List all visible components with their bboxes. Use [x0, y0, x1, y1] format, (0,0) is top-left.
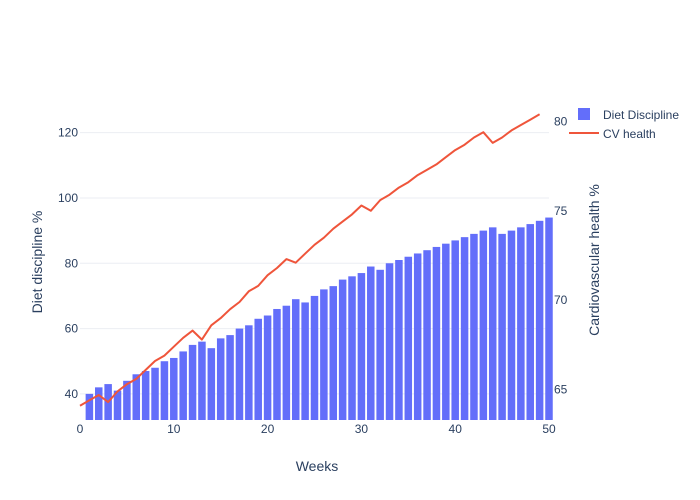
bar[interactable]	[263, 315, 272, 420]
bar[interactable]	[113, 390, 122, 420]
cv-health-line[interactable]	[79, 113, 541, 407]
bar[interactable]	[470, 233, 478, 420]
y-axis-title: Diet discipline %	[29, 211, 45, 314]
legend-item-cv-health[interactable]: CV health	[569, 127, 656, 141]
bar[interactable]	[545, 217, 553, 420]
bar[interactable]	[273, 308, 281, 420]
bar[interactable]	[404, 256, 413, 420]
x-tick-label: 50	[542, 422, 556, 436]
y-tick-label: 120	[58, 126, 78, 140]
bar[interactable]	[423, 250, 431, 420]
bar[interactable]	[123, 380, 131, 420]
x-tick-label: 20	[261, 422, 275, 436]
bar[interactable]	[348, 276, 356, 420]
bar[interactable]	[95, 387, 103, 420]
x-tick-label: 30	[355, 422, 369, 436]
bar[interactable]	[442, 243, 450, 420]
bar[interactable]	[479, 230, 488, 420]
bar[interactable]	[526, 224, 534, 420]
bar[interactable]	[338, 279, 347, 420]
bar[interactable]	[329, 286, 338, 420]
y-ticks: 40 60 80 100 120	[58, 126, 78, 401]
bar[interactable]	[488, 227, 497, 420]
x-axis-title: Weeks	[296, 458, 339, 474]
bar[interactable]	[291, 299, 300, 420]
bar[interactable]	[254, 318, 262, 420]
x-ticks: 0 10 20 30 40 50	[77, 422, 556, 436]
bar[interactable]	[282, 305, 291, 420]
bar[interactable]	[320, 289, 328, 420]
bar[interactable]	[151, 367, 159, 420]
bar[interactable]	[301, 302, 309, 420]
y-tick-label: 60	[65, 322, 79, 336]
y-tick-label: 40	[65, 387, 79, 401]
bar[interactable]	[141, 371, 150, 420]
y2-ticks: 65 70 75 80	[554, 114, 568, 396]
bar[interactable]	[198, 341, 206, 420]
bar[interactable]	[517, 227, 525, 420]
legend-label-cv-health: CV health	[603, 127, 656, 141]
bar[interactable]	[310, 295, 319, 420]
bar[interactable]	[85, 393, 94, 420]
y2-axis-title: Cardiovascular health %	[586, 184, 602, 336]
bar[interactable]	[507, 230, 516, 420]
y-tick-label: 80	[65, 256, 79, 270]
y2-tick-label: 75	[554, 204, 568, 218]
bar[interactable]	[170, 357, 178, 420]
bar[interactable]	[385, 263, 394, 420]
y2-tick-label: 65	[554, 383, 568, 397]
bar[interactable]	[357, 273, 366, 420]
bar[interactable]	[432, 246, 441, 420]
bar[interactable]	[245, 325, 253, 420]
y2-tick-label: 80	[554, 114, 568, 128]
legend-swatch-bar	[578, 108, 590, 120]
bar-series	[85, 217, 553, 420]
bar[interactable]	[216, 338, 225, 420]
bar[interactable]	[460, 237, 469, 420]
bar[interactable]	[179, 351, 187, 420]
bar[interactable]	[376, 269, 384, 420]
legend-item-diet-discipline[interactable]: Diet Discipline	[578, 108, 679, 122]
x-tick-label: 0	[77, 422, 84, 436]
bar[interactable]	[160, 361, 169, 420]
bar[interactable]	[188, 344, 197, 420]
bar[interactable]	[498, 233, 506, 420]
bar[interactable]	[451, 240, 459, 420]
bar[interactable]	[395, 260, 403, 420]
bar[interactable]	[207, 348, 216, 420]
line-series	[79, 113, 541, 407]
x-tick-label: 40	[449, 422, 463, 436]
x-tick-label: 10	[167, 422, 181, 436]
bar[interactable]	[535, 220, 544, 420]
bar[interactable]	[226, 335, 234, 420]
bar[interactable]	[132, 374, 141, 420]
y2-tick-label: 70	[554, 293, 568, 307]
bar[interactable]	[413, 253, 422, 420]
legend[interactable]: Diet Discipline CV health	[569, 108, 679, 141]
legend-label-diet-discipline: Diet Discipline	[603, 108, 679, 122]
bar[interactable]	[235, 328, 244, 420]
bar[interactable]	[367, 266, 375, 420]
y-tick-label: 100	[58, 191, 78, 205]
